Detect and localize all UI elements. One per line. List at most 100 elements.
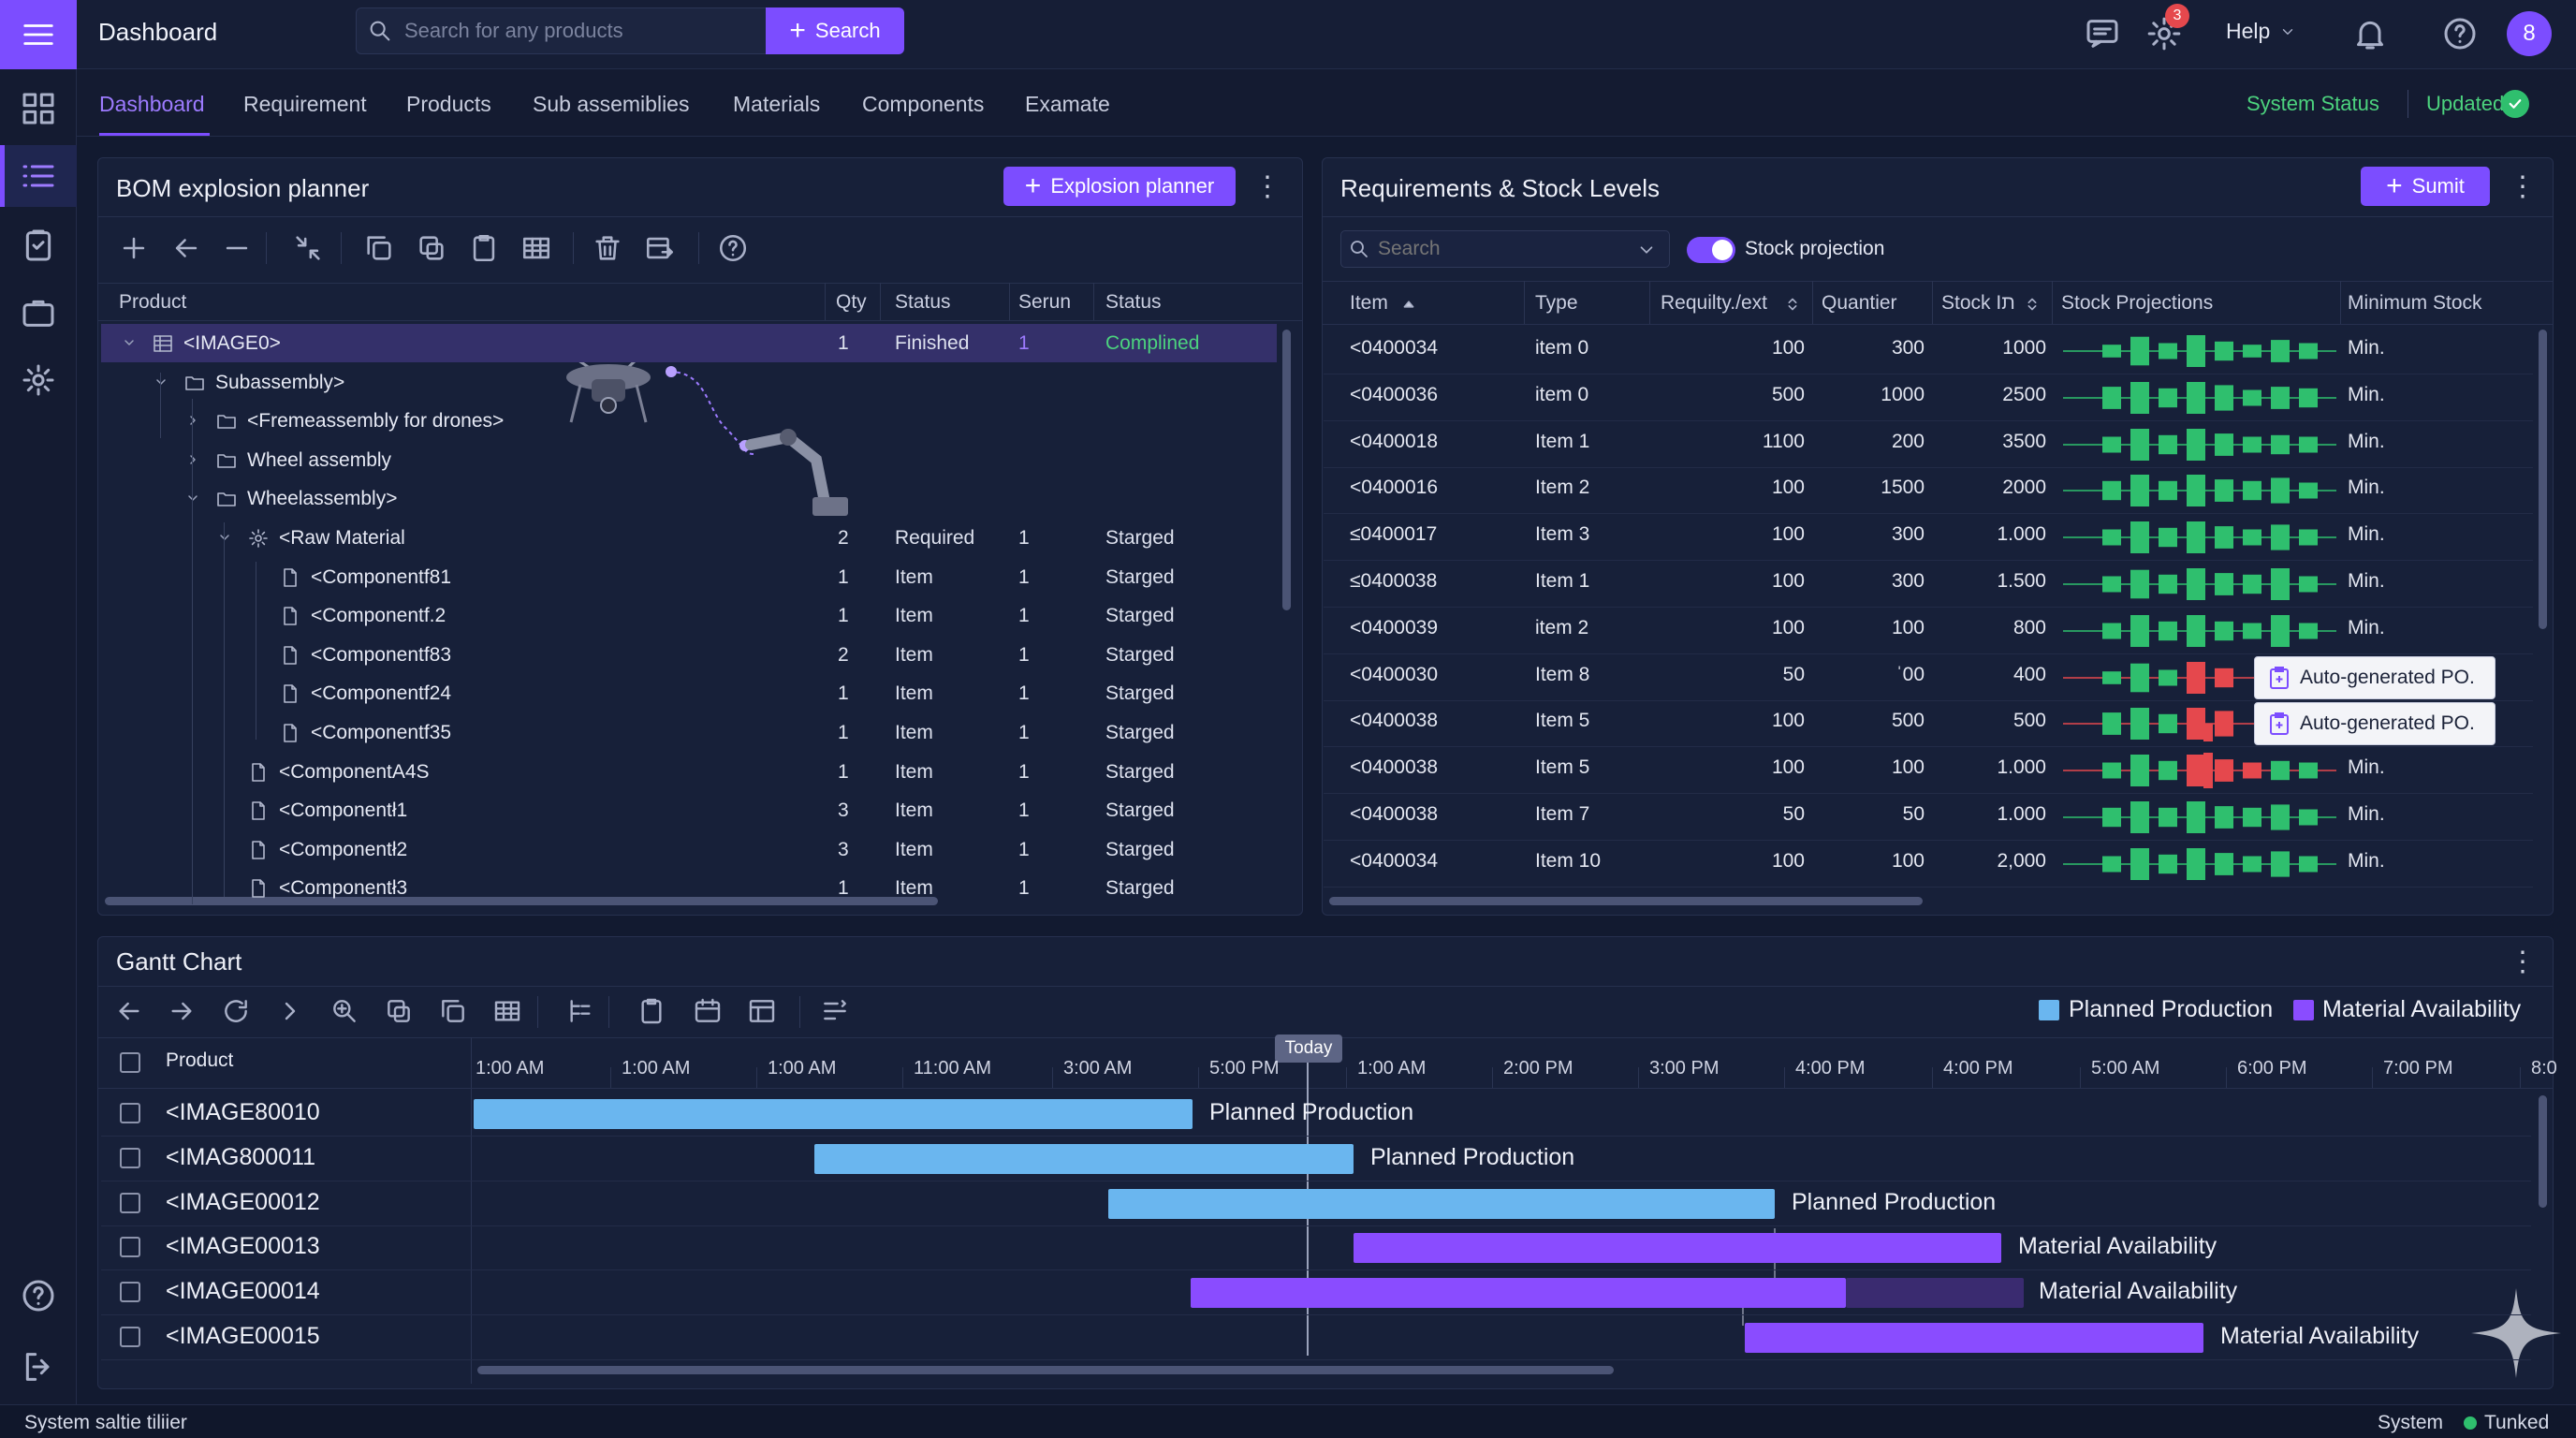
row-checkbox[interactable] [120,1237,140,1258]
req-column-header[interactable]: Type [1535,292,1578,314]
tab-dashboard[interactable]: Dashboard [99,92,205,116]
row-checkbox[interactable] [120,1147,140,1168]
copy-icon[interactable] [363,232,395,264]
req-column-header[interactable]: Item [1350,292,1388,314]
column-header-serun[interactable]: Serun [1018,291,1072,313]
req-column-header[interactable]: Minimum Stock [2348,292,2482,314]
arrow-left-icon[interactable] [114,996,144,1026]
item-cell[interactable]: <0400030 [1350,663,1439,685]
column-header-status-2[interactable]: Status [1105,291,1162,313]
planned-production-bar[interactable] [814,1143,1354,1174]
req-search-input[interactable] [1378,232,1631,266]
material-availability-bar[interactable] [1191,1278,1846,1309]
table-row[interactable] [101,830,1277,869]
chevron-right-icon[interactable] [275,996,305,1026]
chevron-down-icon[interactable] [122,335,137,350]
bom-horizontal-scrollbar[interactable] [105,897,938,905]
table-row[interactable] [101,558,1277,596]
table-row[interactable] [101,753,1277,791]
req-column-header[interactable]: Stock Projections [2061,292,2214,314]
sort-asc-icon[interactable] [1398,294,1419,315]
gantt-horizontal-scrollbar[interactable] [477,1366,1614,1374]
tab-examate[interactable]: Examate [1025,92,1110,116]
collapse-icon[interactable] [292,232,324,264]
item-cell[interactable]: ≤0400017 [1350,523,1438,546]
more-options-icon[interactable]: ⋮ [2509,946,2537,977]
column-header-product[interactable]: Product [119,291,187,313]
req-column-header[interactable]: Requilty./ext [1661,292,1767,314]
table-row[interactable] [101,519,1277,557]
req-vertical-scrollbar[interactable] [2539,330,2547,629]
tab-requirement[interactable]: Requirement [243,92,367,116]
item-cell[interactable]: <0400038 [1350,803,1439,825]
tab-components[interactable]: Components [862,92,985,116]
explosion-planner-button[interactable]: + Explosion planner [1003,167,1236,206]
trash-icon[interactable] [592,232,623,264]
remove-icon[interactable] [221,232,253,264]
material-availability-bar[interactable] [1745,1323,2203,1353]
planned-production-bar[interactable] [474,1099,1193,1129]
item-cell[interactable]: <0400036 [1350,383,1439,405]
clipboard-icon[interactable] [20,227,57,264]
search-button[interactable]: + Search [766,7,904,54]
row-checkbox[interactable] [120,1327,140,1347]
select-all-checkbox[interactable] [120,1052,140,1073]
column-header-status[interactable]: Status [895,291,951,313]
duplicate-icon[interactable] [384,996,414,1026]
row-checkbox[interactable] [120,1103,140,1123]
sort-icon[interactable] [2022,294,2042,315]
chevron-right-icon[interactable] [185,452,200,467]
briefcase-icon[interactable] [20,294,57,331]
list-icon[interactable] [20,157,57,195]
planned-production-bar[interactable] [1108,1188,1775,1219]
search-input[interactable] [404,9,760,52]
help-circle-icon[interactable] [20,1277,57,1314]
gear-icon[interactable] [2145,15,2183,52]
more-options-icon[interactable]: ⋮ [1253,171,1281,202]
add-icon[interactable] [118,232,150,264]
item-cell[interactable]: <0400038 [1350,756,1439,779]
req-horizontal-scrollbar[interactable] [1329,897,1923,905]
help-circle-icon[interactable] [2441,15,2479,52]
logout-icon[interactable] [20,1348,57,1386]
table-row[interactable] [101,324,1277,362]
table-row[interactable] [101,713,1277,752]
item-cell[interactable]: <0400039 [1350,616,1439,638]
material-availability-bar[interactable] [1354,1233,2001,1264]
export-icon[interactable] [644,232,676,264]
req-column-header[interactable]: Quantier [1822,292,1897,314]
table-row[interactable] [101,636,1277,674]
sort-icon[interactable] [1782,294,1803,315]
item-cell[interactable]: ≤0400038 [1350,570,1438,592]
refresh-icon[interactable] [221,996,251,1026]
calendar-icon[interactable] [693,996,723,1026]
board-icon[interactable] [747,996,777,1026]
item-cell[interactable]: <0400034 [1350,337,1439,359]
item-cell[interactable]: <0400034 [1350,849,1439,872]
chat-icon[interactable] [2084,15,2121,52]
clipboard-icon[interactable] [637,996,666,1026]
help-menu[interactable]: Help [2226,19,2296,44]
hamburger-menu-icon[interactable] [0,0,77,69]
zoom-icon[interactable] [329,996,359,1026]
req-column-header[interactable]: Stock Iת [1941,292,2015,314]
chevron-down-icon[interactable] [185,491,200,506]
hierarchy-icon[interactable] [565,996,595,1026]
tab-products[interactable]: Products [406,92,491,116]
settings-icon[interactable] [20,361,57,399]
more-options-icon[interactable]: ⋮ [2509,171,2537,202]
help-circle-icon[interactable] [717,232,749,264]
auto-po-popup[interactable]: Auto-generated PO. [2254,702,2496,746]
duplicate-icon[interactable] [416,232,447,264]
grid-icon[interactable] [20,90,57,127]
auto-po-popup[interactable]: Auto-generated PO. [2254,655,2496,699]
arrow-right-icon[interactable] [167,996,197,1026]
row-checkbox[interactable] [120,1192,140,1213]
sumit-button[interactable]: + Sumit [2361,167,2490,206]
avatar[interactable]: 8 [2507,11,2552,56]
table-row[interactable] [101,791,1277,829]
chevron-down-icon[interactable] [217,530,232,545]
bom-vertical-scrollbar[interactable] [1282,330,1291,610]
item-cell[interactable]: <0400016 [1350,477,1439,499]
gantt-vertical-scrollbar[interactable] [2539,1095,2547,1208]
